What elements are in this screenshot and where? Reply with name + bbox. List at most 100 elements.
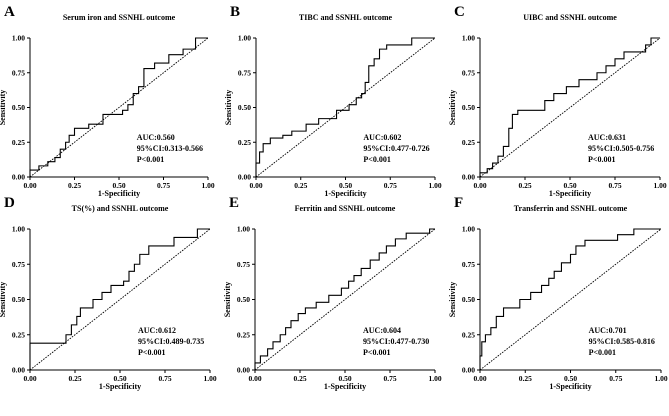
x-tick-label: 0.75 [609, 374, 622, 383]
panel-letter: E [229, 195, 239, 211]
panel-title: Ferritin and SSNHL outcome [295, 204, 396, 213]
x-tick-label: 0.25 [519, 374, 532, 383]
x-tick-label: 0.00 [248, 374, 261, 383]
y-tick-label: 0.25 [238, 138, 251, 147]
auc-label: AUC:0.560 [137, 133, 175, 142]
reference-diagonal-line [479, 37, 661, 178]
panel-letter: D [4, 195, 15, 211]
y-tick-label: 0.00 [238, 173, 251, 182]
p-value-label: P<0.001 [363, 155, 390, 164]
y-tick-label: 0.00 [12, 173, 25, 182]
x-tick-label: 0.75 [158, 374, 171, 383]
p-value-label: P<0.001 [138, 348, 165, 357]
y-tick-label: 0.25 [12, 138, 25, 147]
y-tick-label: 1.00 [12, 225, 25, 234]
y-tick-label: 0.50 [462, 295, 475, 304]
roc-panel-a: A Serum iron and SSNHL outcome 0.00 0.25 0.5… [0, 4, 215, 198]
panel-title: Transferrin and SSNHL outcome [514, 204, 628, 213]
y-tick-label: 0.75 [462, 68, 475, 77]
y-tick-label: 0.75 [12, 68, 25, 77]
x-tick-label: 0.25 [518, 181, 531, 190]
y-axis-title: Sensitivity [448, 282, 457, 318]
x-tick-label: 0.75 [157, 181, 170, 190]
x-axis-title: 1-Specificity [549, 189, 591, 198]
y-tick-label: 0.00 [12, 366, 25, 375]
y-tick-label: 0.50 [238, 103, 251, 112]
x-axis-title: 1-Specificity [324, 382, 366, 391]
roc-curve-line [29, 37, 208, 177]
auc-label: AUC:0.602 [363, 133, 401, 142]
x-tick-label: 0.25 [68, 181, 81, 190]
x-tick-label: 0.50 [113, 374, 126, 383]
y-tick-label: 0.25 [462, 330, 475, 339]
y-axis-title: Sensitivity [223, 282, 232, 318]
reference-diagonal-line [254, 228, 436, 371]
p-value-label: P<0.001 [363, 348, 390, 357]
x-axis-title: 1-Specificity [98, 189, 140, 198]
roc-panel-d: D TS(%) and SSNHL outcome 0.00 0.25 0.50 0.75… [0, 195, 217, 391]
panel-letter: A [4, 4, 15, 20]
y-tick-label: 0.75 [12, 260, 25, 269]
panel-title: TS(%) and SSNHL outcome [72, 204, 169, 213]
p-value-label: P<0.001 [588, 155, 615, 164]
y-tick-label: 0.75 [462, 260, 475, 269]
roc-panel-c: C UIBC and SSNHL outcome 0.00 0.25 0.50 0.75 1… [448, 4, 667, 198]
roc-curve-line [29, 228, 210, 370]
x-tick-label: 0.00 [249, 181, 262, 190]
x-tick-label: 0.50 [112, 181, 125, 190]
x-tick-label: 0.50 [563, 181, 576, 190]
x-tick-label: 0.75 [608, 181, 621, 190]
y-tick-label: 1.00 [462, 34, 475, 43]
reference-diagonal-line [29, 37, 209, 178]
roc-curve-line [479, 228, 661, 370]
panel-letter: C [454, 4, 465, 20]
x-tick-label: 0.50 [339, 181, 352, 190]
roc-curve-line [254, 228, 435, 370]
ci-label: 95%CI:0.313-0.566 [137, 144, 203, 153]
ci-label: 95%CI:0.585-0.816 [589, 337, 655, 346]
y-axis-title: Sensitivity [0, 90, 7, 126]
p-value-label: P<0.001 [137, 155, 164, 164]
x-axis-title: 1-Specificity [324, 189, 366, 198]
panel-title: UIBC and SSNHL outcome [523, 13, 617, 22]
x-tick-label: 0.25 [68, 374, 81, 383]
y-tick-label: 0.50 [237, 295, 250, 304]
x-tick-label: 0.00 [23, 374, 36, 383]
ci-label: 95%CI:0.477-0.726 [363, 144, 429, 153]
y-tick-label: 1.00 [238, 34, 251, 43]
roc-curve-line [255, 37, 435, 177]
y-axis-title: Sensitivity [0, 282, 7, 318]
y-tick-label: 0.25 [12, 330, 25, 339]
x-tick-label: 0.00 [473, 374, 486, 383]
x-tick-label: 0.75 [384, 181, 397, 190]
x-tick-label: 1.00 [428, 181, 441, 190]
y-axis-title: Sensitivity [448, 90, 457, 126]
x-tick-label: 1.00 [201, 181, 214, 190]
y-tick-label: 0.00 [462, 173, 475, 182]
x-tick-label: 0.50 [564, 374, 577, 383]
roc-panel-b: B TIBC and SSNHL outcome 0.00 0.25 0.50 0.75 1… [224, 4, 442, 198]
y-tick-label: 0.50 [462, 103, 475, 112]
auc-label: AUC:0.701 [589, 326, 627, 335]
ci-label: 95%CI:0.489-0.735 [138, 337, 204, 346]
x-axis-title: 1-Specificity [99, 382, 141, 391]
y-tick-label: 1.00 [462, 225, 475, 234]
y-tick-label: 0.25 [462, 138, 475, 147]
x-tick-label: 0.25 [293, 374, 306, 383]
roc-panel-f: F Transferrin and SSNHL outcome 0.00 0.25 0.… [448, 195, 668, 391]
x-tick-label: 0.50 [338, 374, 351, 383]
y-tick-label: 1.00 [12, 34, 25, 43]
auc-label: AUC:0.631 [588, 133, 626, 142]
reference-diagonal-line [29, 228, 211, 371]
y-tick-label: 0.50 [12, 295, 25, 304]
ci-label: 95%CI:0.477-0.730 [363, 337, 429, 346]
y-tick-label: 1.00 [237, 225, 250, 234]
auc-label: AUC:0.612 [138, 326, 176, 335]
p-value-label: P<0.001 [589, 348, 616, 357]
x-tick-label: 1.00 [654, 374, 667, 383]
x-tick-label: 1.00 [203, 374, 216, 383]
auc-label: AUC:0.604 [363, 326, 401, 335]
x-tick-label: 1.00 [653, 181, 666, 190]
x-tick-label: 0.00 [23, 181, 36, 190]
